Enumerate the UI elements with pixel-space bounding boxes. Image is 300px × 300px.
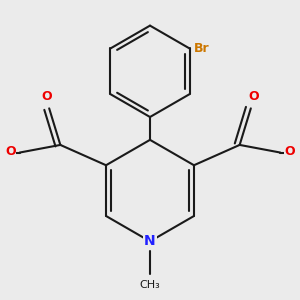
Text: O: O bbox=[248, 90, 259, 103]
Text: O: O bbox=[284, 145, 295, 158]
Text: O: O bbox=[41, 90, 52, 103]
Text: N: N bbox=[144, 234, 156, 248]
Text: CH₃: CH₃ bbox=[140, 280, 160, 290]
Text: O: O bbox=[5, 145, 16, 158]
Text: Br: Br bbox=[194, 42, 209, 55]
